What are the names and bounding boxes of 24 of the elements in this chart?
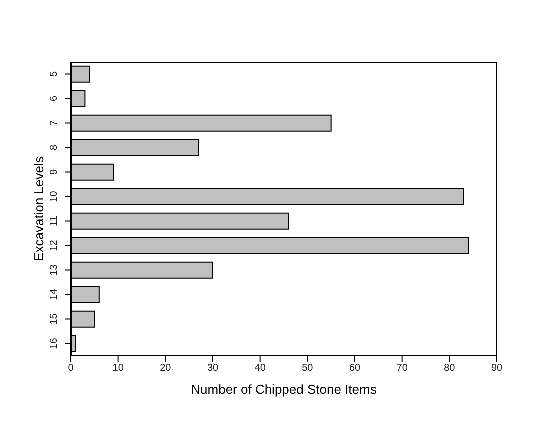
y-tick-label: 14 (49, 288, 60, 300)
y-axis-title: Excavation Levels (32, 156, 47, 262)
x-tick-label: 10 (112, 363, 124, 374)
y-tick-label: 7 (49, 120, 60, 126)
x-tick-label: 50 (302, 363, 314, 374)
x-tick-label: 40 (254, 363, 266, 374)
x-tick-label: 0 (68, 363, 74, 374)
y-tick-label: 10 (49, 190, 60, 202)
x-tick-label: 60 (349, 363, 361, 374)
y-tick-label: 8 (49, 144, 60, 151)
y-tick-label: 13 (49, 264, 60, 276)
y-tick-label: 9 (49, 169, 60, 176)
x-axis-title: Number of Chipped Stone Items (191, 382, 378, 397)
x-tick-label: 70 (396, 363, 408, 374)
y-tick-label: 5 (49, 71, 60, 78)
y-tick-label: 12 (49, 240, 60, 252)
x-tick-label: 90 (491, 363, 503, 374)
y-tick-label: 6 (49, 96, 60, 102)
x-tick-label: 20 (160, 363, 172, 374)
y-tick-label: 15 (49, 313, 60, 325)
y-tick-label: 11 (49, 216, 60, 226)
x-tick-label: 80 (444, 363, 456, 374)
x-tick-label: 30 (207, 363, 219, 374)
y-tick-label: 16 (49, 338, 60, 350)
